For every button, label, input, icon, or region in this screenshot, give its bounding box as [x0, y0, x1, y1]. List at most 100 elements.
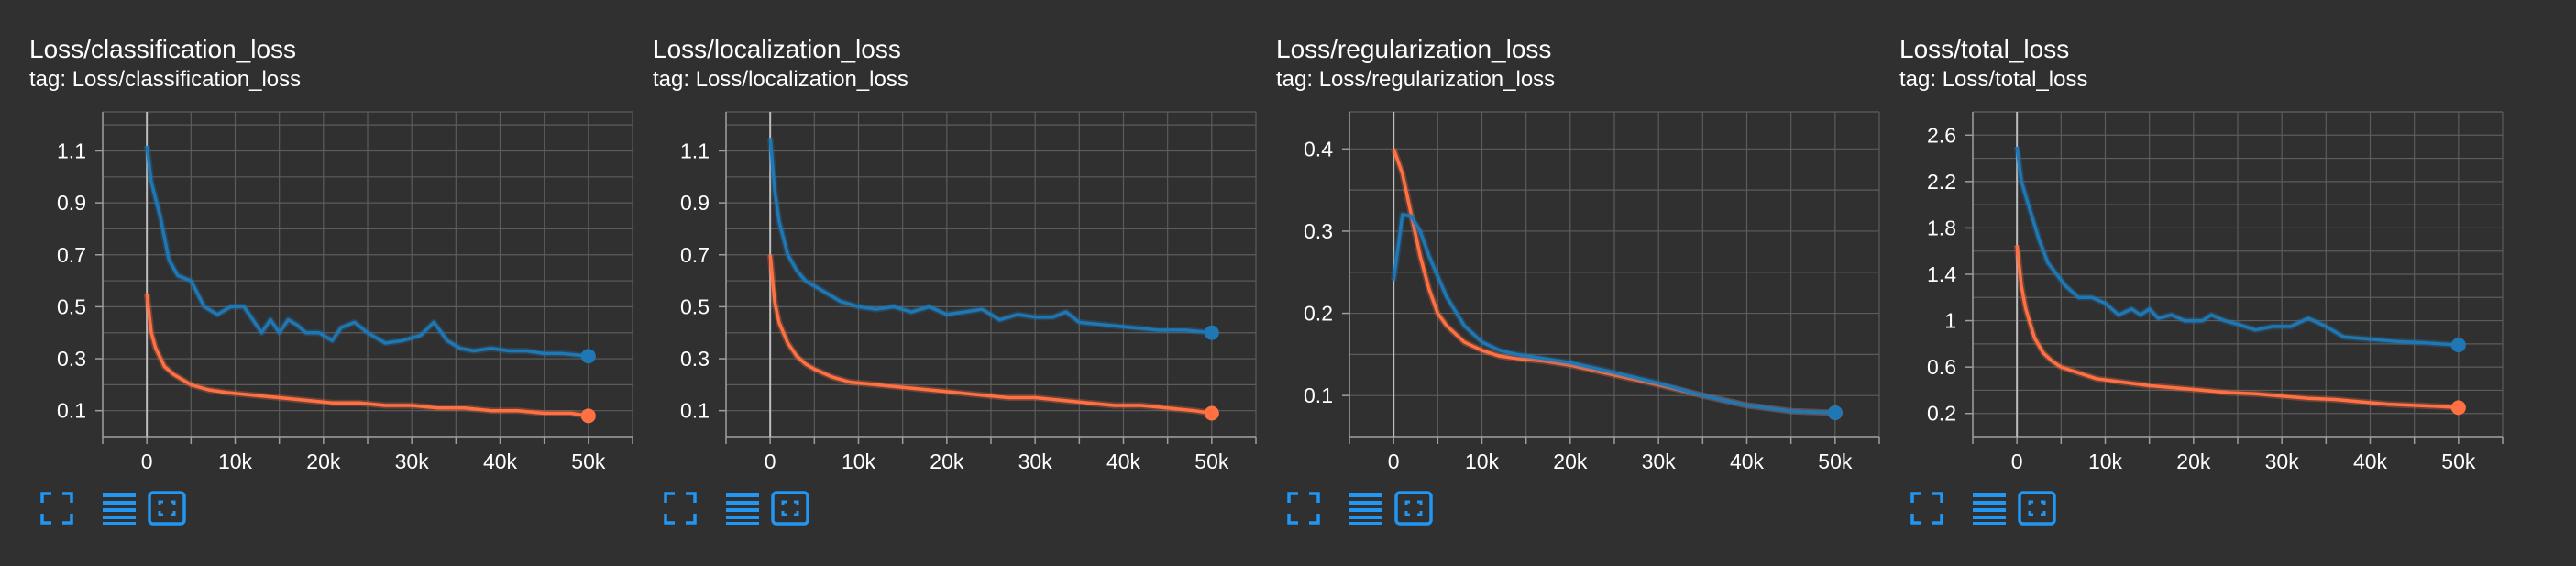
y-tick-label: 0.1: [680, 399, 710, 423]
chart-tag: tag: Loss/classification_loss: [29, 67, 302, 92]
toggle-log-scale-button[interactable]: [1346, 488, 1386, 528]
series-group: [766, 254, 1219, 421]
fit-domain-button[interactable]: [2017, 488, 2057, 528]
fullscreen-icon: [1287, 492, 1320, 525]
line-chart[interactable]: 0 10k 20k 30k 40k 50k 0.2 0.6 1 1.4 1.8 2.2 2.6: [1870, 0, 2512, 477]
fullscreen-button[interactable]: [1907, 488, 1947, 528]
fit-domain-button[interactable]: [147, 488, 187, 528]
toggle-log-scale-button[interactable]: [722, 488, 763, 528]
series-endpoint[interactable]: [1204, 325, 1219, 340]
y-tick-label: 0.5: [57, 294, 86, 318]
chart-tag: tag: Loss/regularization_loss: [1276, 67, 1556, 92]
y-tick-label: 0.7: [680, 243, 710, 267]
fullscreen-icon: [664, 492, 697, 525]
chart-title: Loss/localization_loss: [653, 35, 901, 63]
fullscreen-button[interactable]: [37, 488, 77, 528]
series-line[interactable]: [2015, 146, 2459, 347]
x-tick-label: 30k: [395, 449, 430, 473]
gridlines: [1349, 111, 1880, 438]
series-line[interactable]: [768, 138, 1212, 335]
series-endpoint[interactable]: [2450, 400, 2466, 416]
series-endpoint[interactable]: [2450, 338, 2466, 353]
x-tick-label: 40k: [1106, 449, 1141, 473]
x-tick-label: 20k: [2176, 449, 2211, 473]
x-tick-label: 0: [1388, 449, 1400, 473]
series-endpoint[interactable]: [580, 349, 596, 364]
x-tick-label: 30k: [2265, 449, 2300, 473]
series-endpoint[interactable]: [580, 408, 596, 424]
gridlines: [1972, 111, 2504, 438]
y-tick-label: 0.2: [1927, 402, 1956, 426]
y-tick-label: 0.9: [57, 191, 86, 215]
chart-title: Loss/total_loss: [1899, 35, 2070, 63]
series-endpoint[interactable]: [1827, 405, 1843, 421]
fit-domain-button[interactable]: [770, 488, 810, 528]
x-tick-label: 0: [765, 449, 776, 473]
series-group: [143, 145, 596, 364]
series-group: [1390, 211, 1843, 421]
x-tick-label: 40k: [2353, 449, 2388, 473]
y-tick-label: 0.1: [1304, 383, 1333, 407]
y-tick-label: 0.3: [680, 347, 710, 371]
chart-tag: tag: Loss/localization_loss: [653, 67, 908, 92]
x-tick-label: 40k: [483, 449, 518, 473]
y-tick-label: 0.2: [1304, 302, 1333, 326]
fullscreen-button[interactable]: [1283, 488, 1324, 528]
series-line[interactable]: [145, 145, 589, 358]
series-group: [2013, 146, 2466, 353]
x-tick-label: 10k: [218, 449, 253, 473]
fullscreen-button[interactable]: [660, 488, 700, 528]
y-tick-label: 1.1: [680, 139, 710, 162]
toggle-log-scale-button[interactable]: [1969, 488, 2009, 528]
y-tick-label: 0.7: [57, 243, 86, 267]
fit-domain-icon: [2018, 491, 2056, 526]
chart-card: Loss/classification_loss tag: Loss/classi…: [0, 0, 633, 566]
x-tick-label: 10k: [1465, 449, 1500, 473]
y-tick-label: 0.9: [680, 191, 710, 215]
x-tick-label: 10k: [842, 449, 876, 473]
x-tick-label: 50k: [571, 449, 606, 473]
fit-domain-icon: [148, 491, 186, 526]
fullscreen-icon: [40, 492, 73, 525]
y-tick-label: 0.4: [1304, 137, 1333, 161]
x-tick-label: 40k: [1730, 449, 1765, 473]
line-chart[interactable]: 0 10k 20k 30k 40k 50k 0.1 0.3 0.5 0.7 0.9 1.1: [623, 0, 1265, 477]
x-tick-label: 30k: [1018, 449, 1053, 473]
lines-icon: [103, 493, 136, 525]
lines-icon: [1973, 493, 2006, 525]
x-tick-label: 50k: [2441, 449, 2476, 473]
x-tick-label: 20k: [930, 449, 964, 473]
y-tick-label: 1: [1944, 309, 1956, 333]
y-tick-label: 2.2: [1927, 170, 1956, 194]
y-tick-label: 1.8: [1927, 216, 1956, 239]
series-line[interactable]: [145, 294, 589, 418]
series-endpoint[interactable]: [1204, 405, 1219, 421]
y-tick-label: 0.6: [1927, 355, 1956, 379]
series-line[interactable]: [2015, 245, 2459, 410]
series-group: [2013, 245, 2466, 416]
x-tick-label: 50k: [1194, 449, 1229, 473]
y-tick-label: 1.1: [57, 139, 86, 162]
toggle-log-scale-button[interactable]: [99, 488, 139, 528]
line-chart[interactable]: 0 10k 20k 30k 40k 50k 0.1 0.3 0.5 0.7 0.9 1.1: [0, 0, 642, 477]
y-tick-label: 0.1: [57, 399, 86, 423]
x-tick-label: 50k: [1818, 449, 1853, 473]
fit-domain-button[interactable]: [1393, 488, 1434, 528]
series-group: [766, 138, 1219, 340]
chart-card: Loss/regularization_loss tag: Loss/regula…: [1247, 0, 1880, 566]
x-tick-label: 20k: [1553, 449, 1588, 473]
chart-title: Loss/regularization_loss: [1276, 35, 1552, 63]
lines-icon: [726, 493, 759, 525]
gridlines: [725, 111, 1257, 438]
x-tick-label: 10k: [2088, 449, 2123, 473]
chart-tag: tag: Loss/total_loss: [1899, 67, 2088, 92]
series-line[interactable]: [1392, 213, 1835, 415]
line-chart[interactable]: 0 10k 20k 30k 40k 50k 0.1 0.2 0.3 0.4: [1247, 0, 1888, 477]
series-line[interactable]: [768, 254, 1213, 416]
gridlines: [102, 111, 633, 438]
fit-domain-icon: [771, 491, 809, 526]
y-tick-label: 0.3: [57, 347, 86, 371]
chart-card: Loss/total_loss tag: Loss/total_loss 0 10k 2…: [1870, 0, 2504, 566]
fullscreen-icon: [1910, 492, 1943, 525]
y-tick-label: 0.3: [1304, 219, 1333, 243]
